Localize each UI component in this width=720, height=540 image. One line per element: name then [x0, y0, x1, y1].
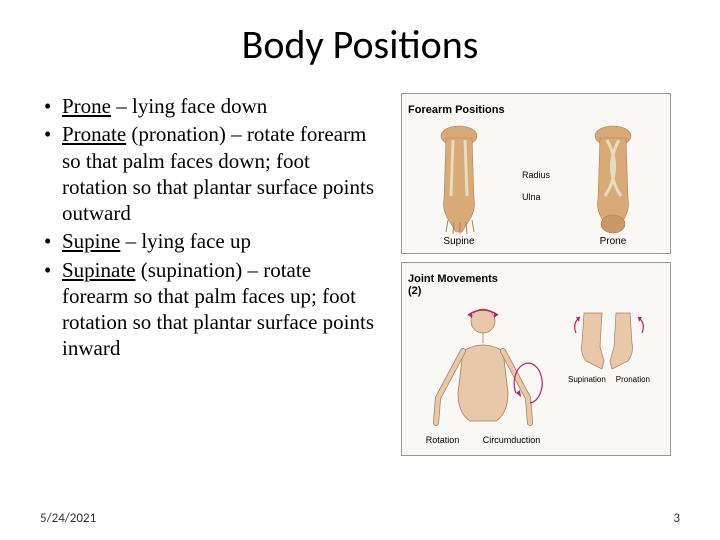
figure-body-row: Rotation Circumduction [402, 301, 670, 455]
figure-credit [402, 263, 670, 271]
torso-label-row: Rotation Circumduction [408, 435, 558, 449]
figure-subtitle: (2) [408, 285, 421, 297]
rotation-label: Rotation [426, 435, 460, 445]
bone-label-group: Radius Ulna [522, 124, 550, 247]
supination-label: Supination [568, 375, 606, 384]
figure-title-text: Joint Movements [408, 273, 498, 285]
forearm-label: Supine [443, 236, 474, 247]
forearm-supine: Supine [424, 124, 494, 247]
forearm-prone: Prone [578, 124, 648, 247]
term: Prone [62, 94, 111, 118]
figure-joint-movements: Joint Movements (2) [401, 262, 671, 456]
forearm-row: Supine Radius Ulna [402, 120, 670, 253]
definition: – lying face down [111, 94, 267, 118]
term: Pronate [62, 122, 126, 146]
hand-icon [564, 303, 654, 373]
definition: – lying face up [120, 229, 251, 253]
image-column: Forearm Positions Supine [392, 93, 680, 456]
figure-credit [402, 94, 670, 102]
footer: 5/24/2021 3 [40, 511, 680, 526]
hand-group: Supination Pronation [564, 303, 654, 384]
forearm-supine-icon [424, 124, 494, 234]
bullet-item: Prone – lying face down [40, 93, 380, 119]
figure-title: Forearm Positions [402, 102, 670, 120]
pronation-label: Pronation [616, 375, 650, 384]
slide-title: Body Positions [40, 20, 680, 69]
forearm-label: Prone [600, 236, 627, 247]
hand-label-row: Supination Pronation [564, 375, 654, 384]
content-row: Prone – lying face down Pronate (pronati… [40, 93, 680, 456]
ulna-label: Ulna [522, 192, 550, 202]
bullet-item: Supine – lying face up [40, 228, 380, 254]
bullet-item: Supinate (supination) – rotate forearm s… [40, 257, 380, 362]
forearm-prone-icon [578, 124, 648, 234]
torso-group: Rotation Circumduction [408, 303, 558, 449]
figure-forearm-positions: Forearm Positions Supine [401, 93, 671, 254]
bullet-item: Pronate (pronation) – rotate forearm so … [40, 121, 380, 226]
footer-date: 5/24/2021 [40, 511, 96, 526]
text-column: Prone – lying face down Pronate (pronati… [40, 93, 380, 456]
bullet-list: Prone – lying face down Pronate (pronati… [40, 93, 380, 362]
figure-title: Joint Movements (2) [402, 271, 670, 301]
torso-icon [408, 303, 558, 433]
radius-label: Radius [522, 170, 550, 180]
term: Supinate [62, 258, 136, 282]
footer-page: 3 [673, 511, 680, 526]
term: Supine [62, 229, 120, 253]
circumduction-label: Circumduction [483, 435, 541, 445]
